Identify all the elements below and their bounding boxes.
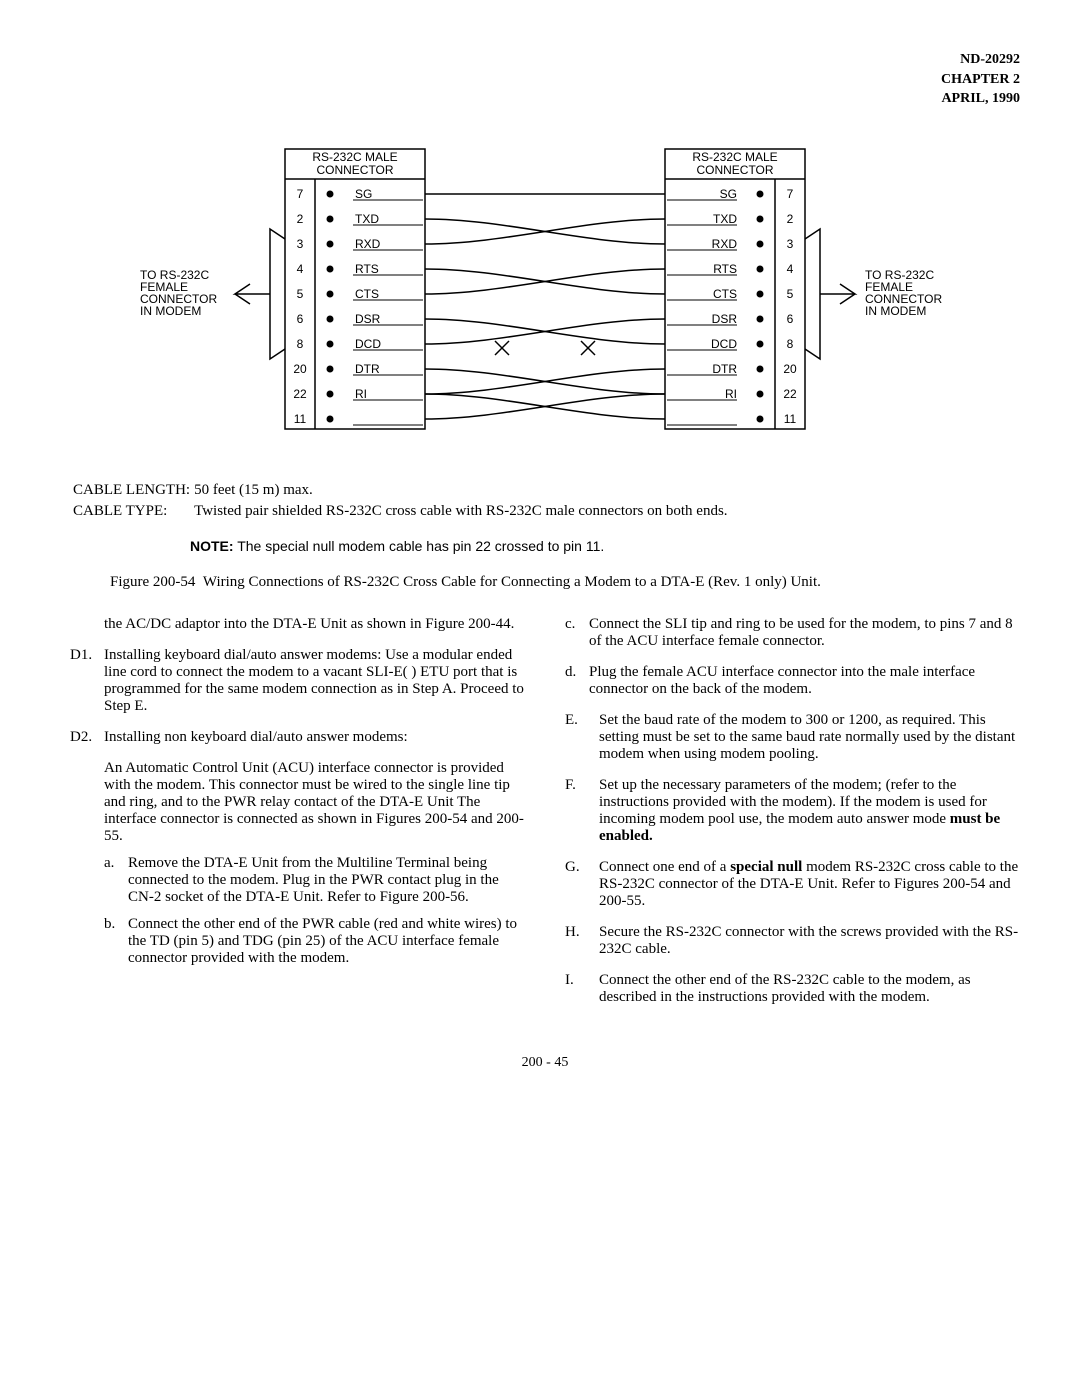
e-label: E.: [565, 712, 599, 763]
svg-text:6: 6: [787, 312, 794, 326]
i-text: Connect the other end of the RS-232C cab…: [599, 972, 1020, 1006]
f-text: Set up the necessary parameters of the m…: [599, 777, 1020, 845]
intro-frag: the AC/DC adaptor into the DTA-E Unit as…: [104, 616, 525, 633]
svg-text:11: 11: [294, 412, 307, 426]
svg-text:TXD: TXD: [355, 212, 379, 226]
svg-text:5: 5: [297, 287, 304, 301]
left-title2: CONNECTOR: [316, 163, 393, 177]
svg-text:2: 2: [787, 212, 794, 226]
svg-text:DSR: DSR: [712, 312, 738, 326]
b-text: Connect the other end of the PWR cable (…: [128, 916, 525, 967]
svg-text:5: 5: [787, 287, 794, 301]
wiring-diagram: RS-232C MALE CONNECTOR RS-232C MALE CONN…: [105, 139, 985, 469]
svg-text:20: 20: [293, 362, 307, 376]
right-title1: RS-232C MALE: [692, 150, 777, 164]
svg-text:RTS: RTS: [713, 262, 737, 276]
i-label: I.: [565, 972, 599, 1006]
svg-text:SG: SG: [720, 187, 737, 201]
g-text: Connect one end of a special null modem …: [599, 859, 1020, 910]
note: NOTE: The special null modem cable has p…: [190, 538, 1020, 554]
svg-text:3: 3: [297, 237, 304, 251]
svg-text:DCD: DCD: [355, 337, 381, 351]
left-arrow-t4: IN MODEM: [140, 304, 201, 318]
d2-text: Installing non keyboard dial/auto answer…: [104, 729, 525, 746]
svg-text:CTS: CTS: [355, 287, 379, 301]
h-text: Secure the RS-232C connector with the sc…: [599, 924, 1020, 958]
c-text: Connect the SLI tip and ring to be used …: [589, 616, 1020, 650]
svg-text:8: 8: [787, 337, 794, 351]
svg-text:SG: SG: [355, 187, 372, 201]
body-columns: the AC/DC adaptor into the DTA-E Unit as…: [70, 616, 1020, 1020]
svg-text:8: 8: [297, 337, 304, 351]
svg-text:22: 22: [783, 387, 797, 401]
svg-text:3: 3: [787, 237, 794, 251]
f-label: F.: [565, 777, 599, 845]
right-title2: CONNECTOR: [696, 163, 773, 177]
cable-type-val: Twisted pair shielded RS-232C cross cabl…: [193, 502, 728, 521]
e-text: Set the baud rate of the modem to 300 or…: [599, 712, 1020, 763]
h-label: H.: [565, 924, 599, 958]
d-label: d.: [565, 664, 589, 698]
cable-length-label: CABLE LENGTH:: [72, 481, 191, 500]
d1-label: D1.: [70, 647, 104, 715]
svg-text:RXD: RXD: [355, 237, 381, 251]
svg-text:7: 7: [787, 187, 794, 201]
note-label: NOTE:: [190, 538, 234, 554]
svg-text:TXD: TXD: [713, 212, 737, 226]
svg-text:DTR: DTR: [712, 362, 737, 376]
d2-para: An Automatic Control Unit (ACU) interfac…: [104, 760, 525, 845]
cable-caption: CABLE LENGTH: 50 feet (15 m) max. CABLE …: [70, 479, 731, 523]
page-header: ND-20292 CHAPTER 2 APRIL, 1990: [70, 50, 1020, 109]
svg-text:11: 11: [784, 412, 797, 426]
date: APRIL, 1990: [70, 89, 1020, 109]
cable-type-label: CABLE TYPE:: [72, 502, 191, 521]
svg-text:DCD: DCD: [711, 337, 737, 351]
d-text: Plug the female ACU interface connector …: [589, 664, 1020, 698]
svg-text:RXD: RXD: [712, 237, 738, 251]
b-label: b.: [104, 916, 128, 967]
svg-text:20: 20: [783, 362, 797, 376]
d2-label: D2.: [70, 729, 104, 967]
fig-prefix: Figure 200-54: [110, 574, 195, 590]
svg-text:7: 7: [297, 187, 304, 201]
page-footer: 200 - 45: [70, 1055, 1020, 1071]
left-column: the AC/DC adaptor into the DTA-E Unit as…: [70, 616, 525, 1020]
c-label: c.: [565, 616, 589, 650]
svg-text:RTS: RTS: [355, 262, 379, 276]
svg-text:RI: RI: [725, 387, 737, 401]
figure-title: Figure 200-54 Wiring Connections of RS-2…: [110, 574, 1020, 591]
chapter: CHAPTER 2: [70, 70, 1020, 90]
doc-id: ND-20292: [70, 50, 1020, 70]
a-label: a.: [104, 855, 128, 906]
svg-text:RI: RI: [355, 387, 367, 401]
right-column: c. Connect the SLI tip and ring to be us…: [565, 616, 1020, 1020]
svg-text:6: 6: [297, 312, 304, 326]
svg-text:4: 4: [297, 262, 304, 276]
svg-text:22: 22: [293, 387, 307, 401]
svg-text:CTS: CTS: [713, 287, 737, 301]
svg-text:2: 2: [297, 212, 304, 226]
d1-text: Installing keyboard dial/auto answer mod…: [104, 647, 525, 715]
cable-length-val: 50 feet (15 m) max.: [193, 481, 728, 500]
right-arrow-t4: IN MODEM: [865, 304, 926, 318]
a-text: Remove the DTA-E Unit from the Multiline…: [128, 855, 525, 906]
left-title1: RS-232C MALE: [312, 150, 397, 164]
svg-text:4: 4: [787, 262, 794, 276]
svg-text:DTR: DTR: [355, 362, 380, 376]
note-text: The special null modem cable has pin 22 …: [237, 538, 604, 554]
svg-text:DSR: DSR: [355, 312, 381, 326]
g-label: G.: [565, 859, 599, 910]
fig-text: Wiring Connections of RS-232C Cross Cabl…: [203, 574, 821, 590]
